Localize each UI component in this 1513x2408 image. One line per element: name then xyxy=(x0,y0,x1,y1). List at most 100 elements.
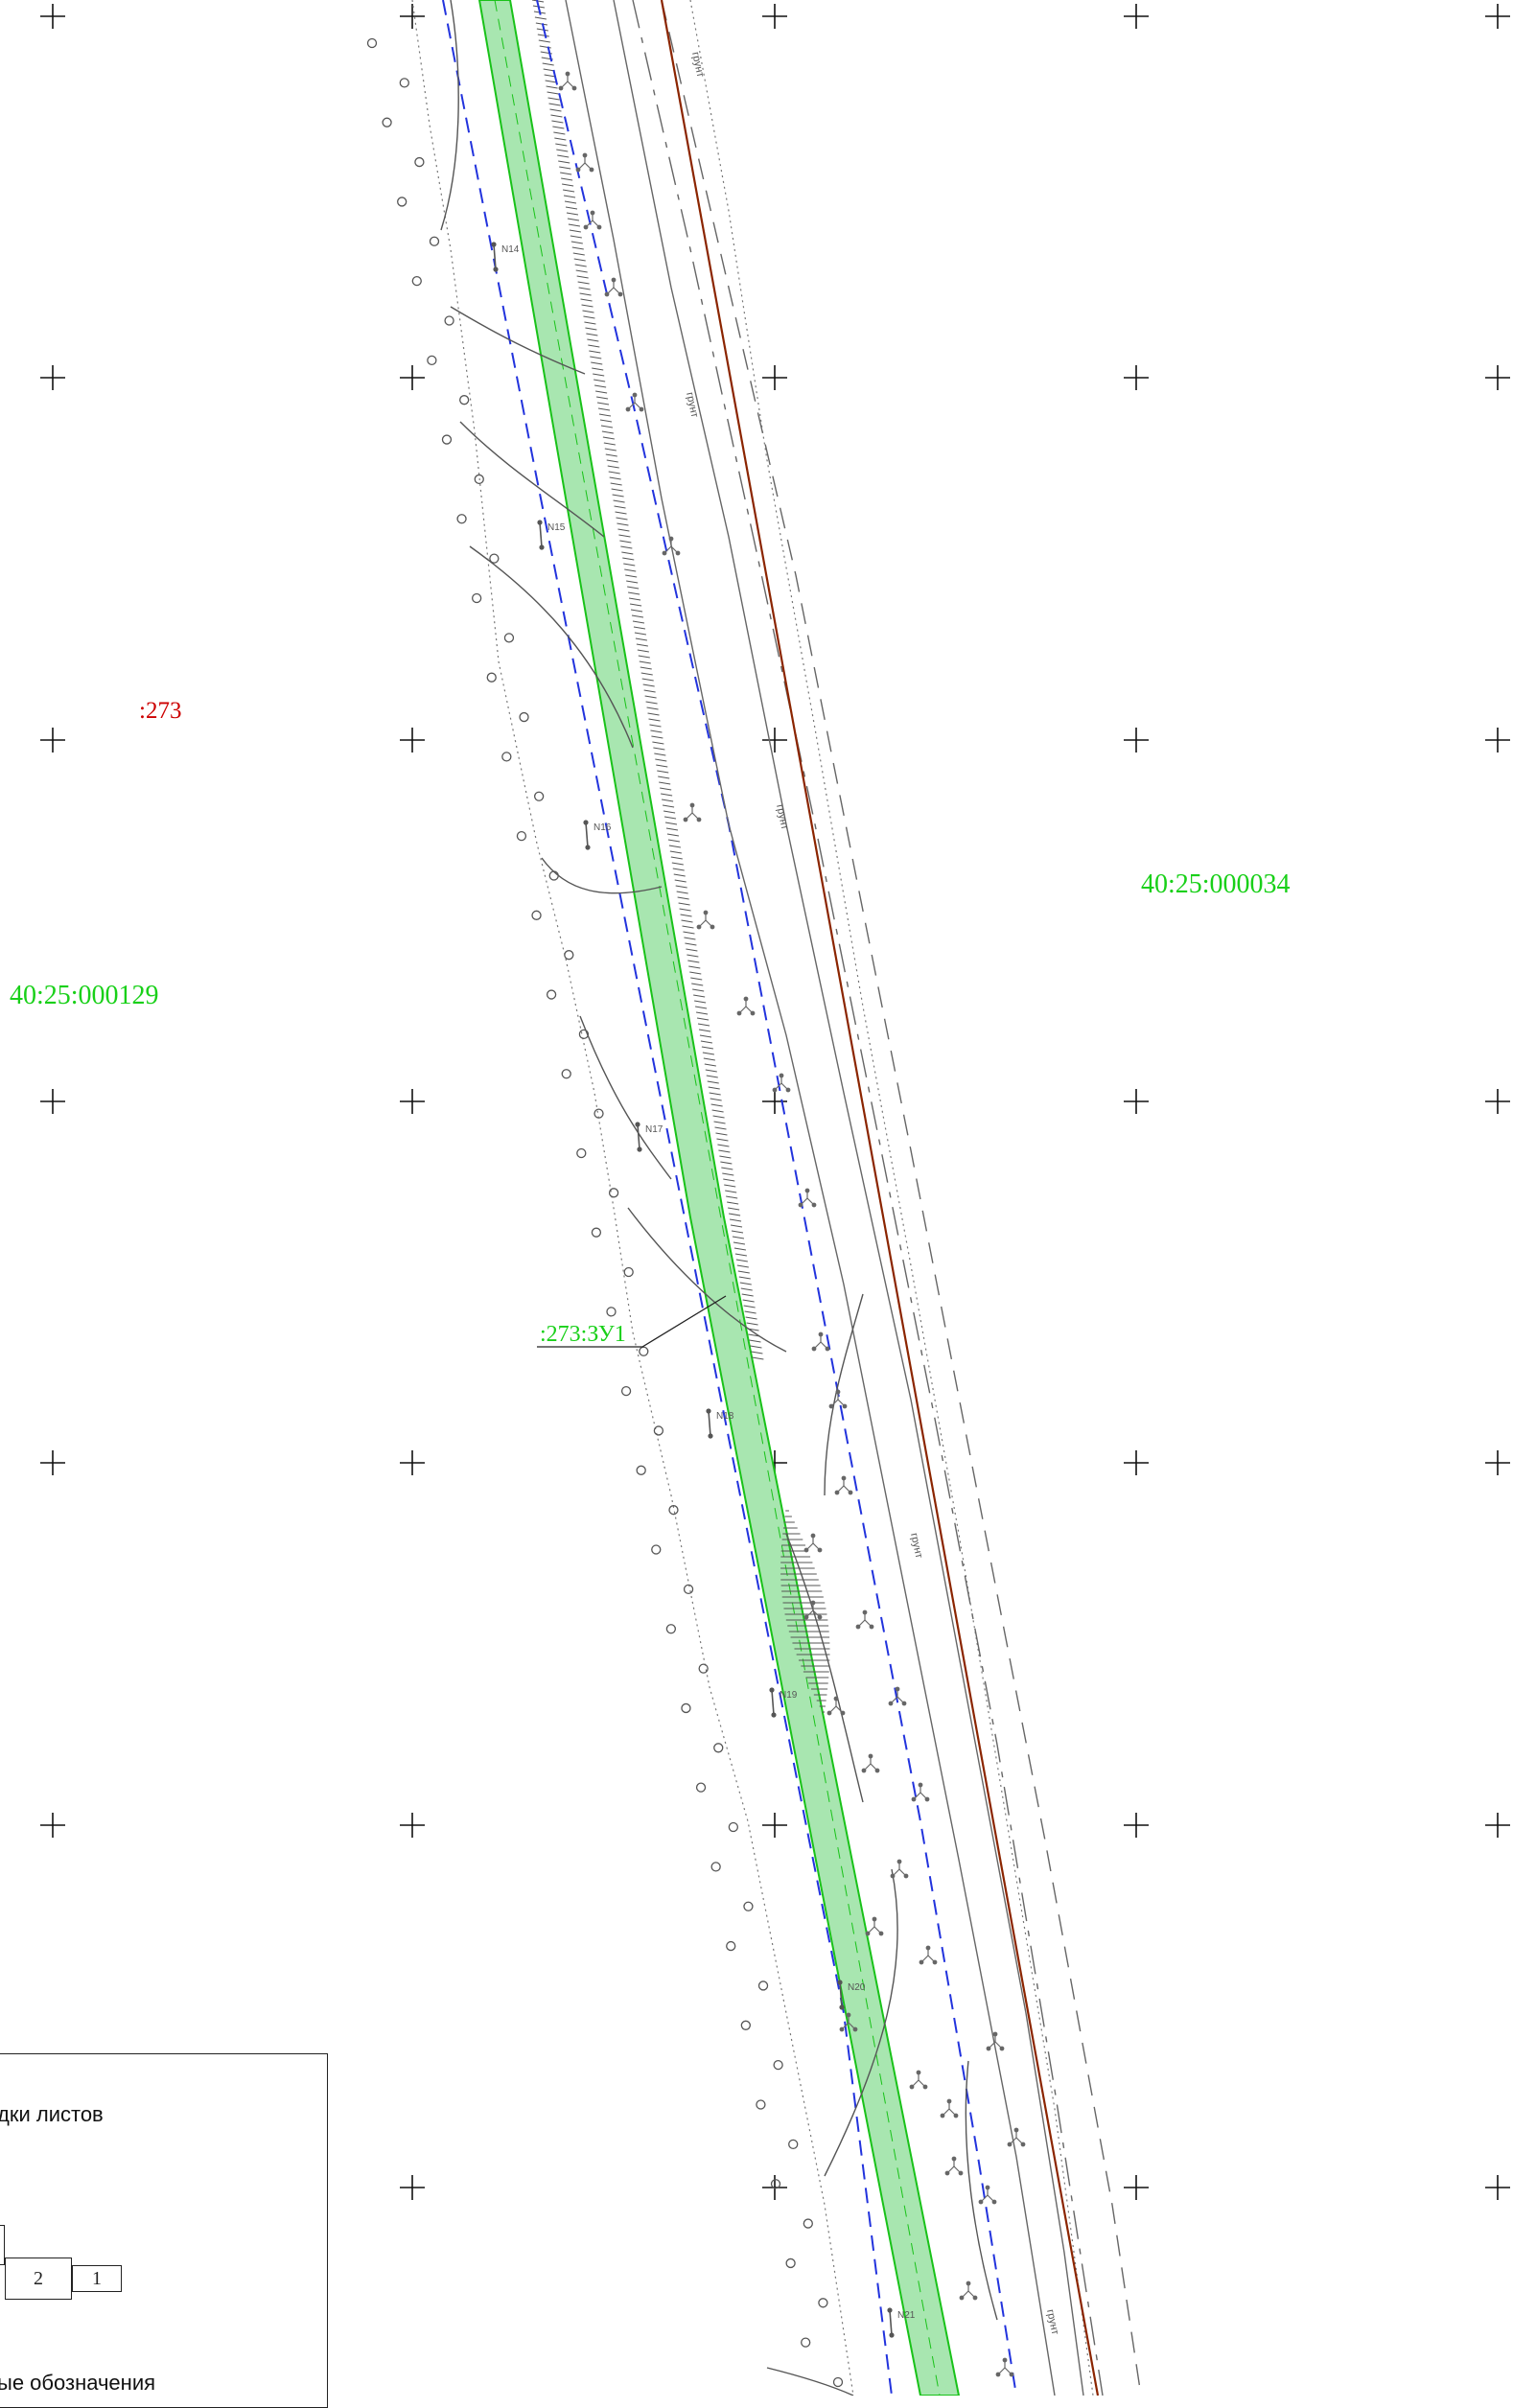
parcel-273-label: :273 xyxy=(139,698,181,724)
tree-marker xyxy=(636,1465,646,1475)
grid-cross xyxy=(1485,1089,1510,1114)
tree-marker xyxy=(366,37,378,49)
shrub-symbol xyxy=(696,910,715,930)
grid-cross xyxy=(762,4,787,29)
shrub-symbol xyxy=(911,1782,930,1802)
survey-point: N14 xyxy=(491,242,520,272)
tree-markers xyxy=(366,37,844,2388)
grid-cross xyxy=(400,365,425,390)
survey-point: N20 xyxy=(837,1980,866,2010)
tree-marker xyxy=(757,1980,769,1991)
grid-cross xyxy=(762,365,787,390)
quarter-034-label: 40:25:000034 xyxy=(1141,869,1291,899)
survey-point-label: N17 xyxy=(645,1124,663,1135)
grid-cross xyxy=(1485,1813,1510,1838)
grid-cross xyxy=(40,1813,65,1838)
sheet-2-box: 2 xyxy=(5,2258,72,2300)
tree-marker xyxy=(444,315,454,326)
survey-point-label: N20 xyxy=(848,1982,866,1993)
tree-marker xyxy=(546,989,557,1000)
sheet-1-box: 1 xyxy=(72,2265,122,2292)
tree-marker xyxy=(665,1624,677,1634)
grid-cross xyxy=(1124,365,1149,390)
tree-marker xyxy=(803,2218,813,2229)
grid-cross xyxy=(762,1089,787,1114)
grid-cross xyxy=(400,4,425,29)
tree-marker xyxy=(668,1505,679,1516)
shrub-symbol xyxy=(855,1609,874,1630)
tree-marker xyxy=(608,1188,619,1198)
embankment-hatching xyxy=(531,0,830,1713)
shrub-symbol xyxy=(986,2031,1005,2051)
soil-label: грунт xyxy=(684,391,700,419)
grid-cross xyxy=(400,1450,425,1475)
tree-marker xyxy=(651,1544,662,1555)
shrub-symbol xyxy=(625,392,644,412)
legend-panel: дки листов 2 1 ые обозначения xyxy=(0,2053,328,2408)
tree-marker xyxy=(533,791,545,801)
tree-marker xyxy=(459,395,470,405)
shrub-symbol xyxy=(834,1475,853,1495)
tree-marker xyxy=(441,434,453,445)
tree-marker xyxy=(503,633,515,643)
grid-cross xyxy=(1124,1089,1149,1114)
grid-cross xyxy=(400,728,425,752)
shrub-symbol xyxy=(772,1073,791,1093)
grid-cross xyxy=(1485,4,1510,29)
utility-lines xyxy=(565,0,1142,2396)
sheet-1-label: 1 xyxy=(92,2267,102,2289)
blue-boundaries xyxy=(442,0,1017,2396)
grid-cross xyxy=(40,1089,65,1114)
tree-marker xyxy=(770,2179,781,2189)
shrub-symbol xyxy=(865,1916,884,1936)
shrub-symbol xyxy=(798,1188,817,1208)
survey-point-label: N14 xyxy=(501,244,520,255)
parcel-zu1 xyxy=(477,0,961,2396)
tree-marker xyxy=(516,830,527,842)
legend-title: дки листов xyxy=(0,2102,104,2126)
tree-marker xyxy=(818,2298,828,2308)
survey-point-label: N19 xyxy=(780,1690,798,1701)
shrub-symbol xyxy=(662,536,681,556)
tree-marker xyxy=(427,355,437,365)
tree-marker xyxy=(639,1346,649,1356)
tree-marker xyxy=(606,1307,617,1317)
tree-marker xyxy=(399,78,409,88)
plot-zu1-label: :273:ЗУ1 xyxy=(540,1322,626,1347)
survey-point: N15 xyxy=(537,520,566,550)
tree-marker xyxy=(726,1940,736,1952)
shrub-symbol xyxy=(909,2070,928,2090)
survey-point: N19 xyxy=(769,1687,798,1718)
tree-marker xyxy=(501,752,512,762)
tree-marker xyxy=(788,2139,799,2150)
tree-marker xyxy=(683,1584,694,1595)
shrub-symbol xyxy=(890,1859,909,1879)
shrub-symbol xyxy=(861,1753,880,1773)
grid-cross xyxy=(1124,1813,1149,1838)
shrub-symbol xyxy=(888,1686,907,1706)
survey-point: N17 xyxy=(635,1122,663,1152)
tree-marker xyxy=(414,156,425,168)
tree-marker xyxy=(489,553,500,564)
tree-marker xyxy=(397,197,407,207)
shrub-symbol xyxy=(959,2281,978,2301)
grid-cross xyxy=(1485,2175,1510,2200)
shrub-symbol xyxy=(919,1945,938,1965)
shrub-symbol xyxy=(944,2156,964,2176)
shrub-symbol xyxy=(558,71,577,91)
tree-marker xyxy=(411,275,422,287)
survey-points: N14 N15 N16 N17 N18 N19 N20 N21 xyxy=(491,242,916,2338)
shrub-symbol xyxy=(1007,2127,1026,2147)
grid-cross xyxy=(400,2175,425,2200)
grid-cross xyxy=(1124,1450,1149,1475)
grid-cross xyxy=(762,728,787,752)
tree-marker xyxy=(429,236,440,246)
tree-marker xyxy=(681,1702,691,1714)
tree-marker xyxy=(756,2099,766,2110)
shrub-symbol xyxy=(803,1533,823,1553)
survey-point: N21 xyxy=(887,2307,916,2338)
soil-label: грунт xyxy=(1044,2308,1060,2336)
tree-marker xyxy=(773,2060,783,2071)
grid-crosses xyxy=(40,4,1510,2200)
shrub-symbol xyxy=(604,277,623,297)
